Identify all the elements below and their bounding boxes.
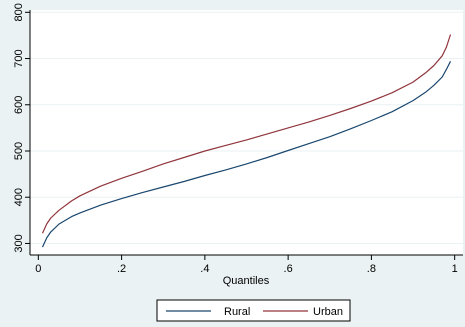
- legend-label-urban: Urban: [313, 306, 343, 318]
- plot-area: [30, 10, 463, 255]
- series-line-urban: [41, 34, 452, 234]
- x-tick-label: .4: [200, 263, 209, 275]
- series-line-rural: [41, 61, 452, 248]
- x-tick-label: 1: [452, 263, 458, 275]
- y-axis: 300 400 500 600 700 800: [13, 3, 30, 253]
- y-tick-label: 600: [13, 96, 25, 114]
- y-tick-label: 800: [13, 3, 25, 21]
- x-tick-label: .2: [117, 263, 126, 275]
- legend: Rural Urban: [156, 299, 351, 322]
- x-axis-title: Quantiles: [223, 275, 270, 287]
- y-tick-label: 500: [13, 142, 25, 160]
- legend-label-rural: Rural: [224, 306, 250, 318]
- legend-box: [156, 299, 351, 322]
- x-tick-label: .8: [367, 263, 376, 275]
- grid-lines: [30, 11, 463, 244]
- series-layer: [41, 34, 452, 248]
- x-axis: 0 .2 .4 .6 .8 1: [35, 255, 458, 275]
- y-tick-label: 300: [13, 234, 25, 252]
- x-tick-label: .6: [284, 263, 293, 275]
- x-tick-label: 0: [35, 263, 41, 275]
- y-tick-label: 700: [13, 49, 25, 67]
- y-tick-label: 400: [13, 188, 25, 206]
